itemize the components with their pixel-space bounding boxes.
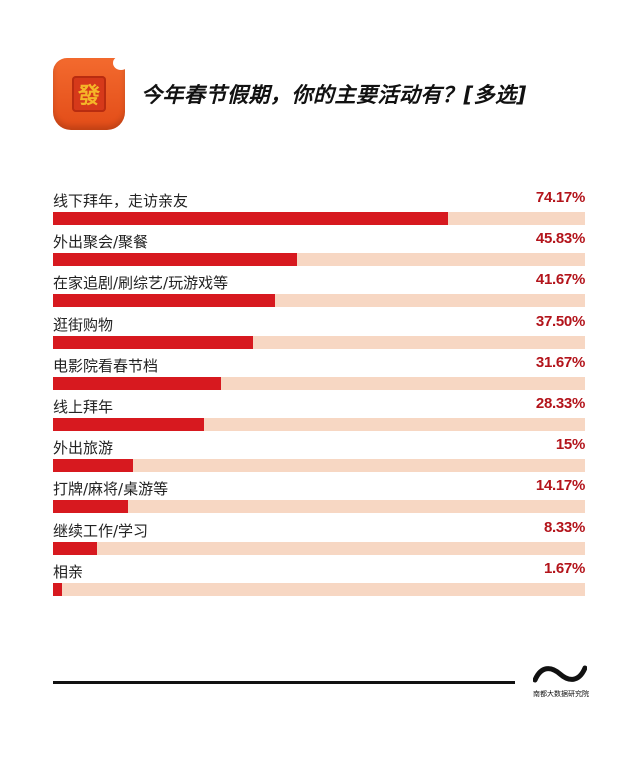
bar-value: 28.33%	[535, 394, 585, 412]
bar-value: 74.17%	[535, 189, 585, 206]
bar-fill	[53, 376, 222, 390]
bar-label: 电影院看春节档	[53, 356, 159, 375]
bar-row: 打牌/麻将/桌游等 14.17%	[53, 474, 585, 515]
bar-label: 打牌/麻将/桌游等	[53, 480, 169, 499]
bar-row: 外出聚会/聚餐 45.83%	[53, 227, 585, 268]
bar-track	[53, 294, 585, 308]
bar-row: 线上拜年 28.33%	[53, 392, 585, 433]
bar-track	[53, 582, 585, 596]
bar-label: 继续工作/学习	[53, 521, 149, 540]
bar-track	[53, 212, 585, 225]
bar-row: 相亲 1.67%	[53, 557, 585, 598]
bar-value: 41.67%	[535, 271, 585, 289]
bar-list: 线下拜年，走访亲友 74.17% 外出聚会/聚餐 45.83% 在家追剧/刷综艺/玩游戏…	[53, 186, 585, 598]
bar-row: 继续工作/学习 8.33%	[53, 516, 585, 557]
bar-track	[53, 376, 585, 390]
bar-value: 37.50%	[535, 312, 585, 330]
bar-fill	[53, 459, 133, 473]
bar-fill	[53, 541, 98, 555]
bar-fill	[53, 500, 129, 514]
bar-label: 外出旅游	[53, 439, 114, 458]
bar-value: 31.67%	[535, 353, 585, 371]
bar-row: 线下拜年，走访亲友 74.17%	[53, 186, 585, 227]
bar-track	[53, 417, 585, 431]
bar-fill	[53, 212, 448, 225]
bar-row: 在家追剧/刷综艺/玩游戏等 41.67%	[53, 268, 585, 309]
bar-track	[53, 335, 585, 349]
bar-track	[53, 500, 585, 514]
red-envelope-icon: 發	[53, 56, 129, 130]
bar-value: 15%	[555, 436, 585, 454]
footer-divider	[53, 681, 515, 684]
bar-label: 外出聚会/聚餐	[53, 233, 149, 252]
bar-row: 电影院看春节档 31.67%	[53, 351, 585, 392]
bar-fill	[53, 417, 204, 431]
publisher-logo: 南都大数据研究院	[532, 664, 589, 699]
bar-label: 线下拜年，走访亲友	[53, 192, 189, 210]
bar-fill	[53, 582, 62, 596]
fa-character: 發	[72, 76, 106, 112]
bar-track	[53, 459, 585, 473]
bar-fill	[53, 335, 253, 349]
bar-label: 在家追剧/刷综艺/玩游戏等	[53, 274, 229, 293]
bar-row: 逛街购物 37.50%	[53, 310, 585, 351]
bar-value: 14.17%	[535, 477, 585, 495]
chart-header: 發 今年春节假期，你的主要活动有？[多选]	[53, 56, 527, 130]
bar-track	[53, 253, 585, 267]
bar-row: 外出旅游 15%	[53, 433, 585, 474]
bar-fill	[53, 253, 297, 267]
bar-label: 相亲	[53, 562, 84, 581]
bar-fill	[53, 294, 275, 308]
bar-label: 逛街购物	[53, 315, 114, 334]
chart-title: 今年春节假期，你的主要活动有？[多选]	[141, 83, 527, 107]
bar-value: 8.33%	[543, 518, 585, 536]
bar-value: 1.67%	[543, 559, 585, 577]
bar-value: 45.83%	[535, 230, 585, 248]
logo-text: 南都大数据研究院	[533, 690, 589, 698]
bar-track	[53, 541, 585, 555]
bar-label: 线上拜年	[53, 397, 114, 416]
wave-logo-icon	[532, 665, 588, 683]
